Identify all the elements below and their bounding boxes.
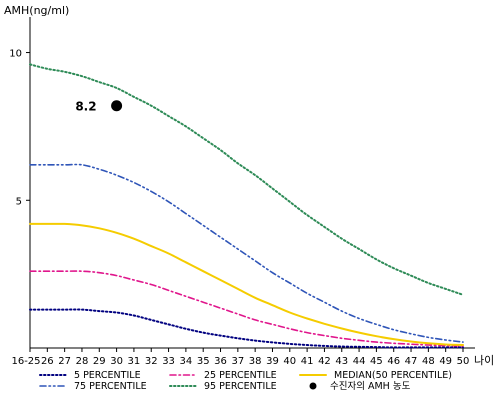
x-tick-label: 49 bbox=[439, 356, 452, 367]
x-tick-label: 16-25 bbox=[11, 356, 40, 367]
x-tick-label: 41 bbox=[301, 356, 314, 367]
series-line bbox=[29, 222, 464, 346]
patient-layer: 8.2 bbox=[75, 100, 123, 114]
y-tick-label: 5 bbox=[16, 196, 22, 207]
x-tick-label: 37 bbox=[231, 356, 244, 367]
x-tick-label: 39 bbox=[266, 356, 279, 367]
series-line bbox=[29, 270, 464, 347]
patient-point-label: 8.2 bbox=[75, 100, 96, 114]
legend-label: 95 PERCENTILE bbox=[204, 381, 277, 392]
legend-label: MEDIAN(50 PERCENTILE) bbox=[334, 370, 452, 381]
x-tick-label: 27 bbox=[58, 356, 71, 367]
x-tick-label: 45 bbox=[370, 356, 383, 367]
x-tick-label: 38 bbox=[249, 356, 262, 367]
x-tick-label: 50 bbox=[457, 356, 470, 367]
legend-patient-label: 수진자의 AMH 농도 bbox=[330, 381, 411, 392]
x-tick-label: 31 bbox=[128, 356, 141, 367]
series-layer bbox=[29, 63, 464, 349]
axes: 5 10 16-25 26 27 28 29 30 31 32 33 34 35 36 37 38 39 40 41… bbox=[9, 17, 475, 367]
x-tick-label: 46 bbox=[387, 356, 400, 367]
x-tick-label: 26 bbox=[41, 356, 54, 367]
x-tick-label: 36 bbox=[214, 356, 227, 367]
legend-label: 75 PERCENTILE bbox=[74, 381, 147, 392]
x-tick-label: 29 bbox=[93, 356, 106, 367]
x-tick-label: 32 bbox=[145, 356, 158, 367]
x-tick-label: 34 bbox=[180, 356, 193, 367]
x-tick-label: 28 bbox=[76, 356, 89, 367]
series-line bbox=[29, 163, 464, 343]
series-line bbox=[29, 63, 464, 296]
legend-patient-marker bbox=[309, 382, 317, 390]
x-tick-label: 35 bbox=[197, 356, 210, 367]
legend-label: 5 PERCENTILE bbox=[74, 370, 141, 381]
y-axis-title: AMH(ng/ml) bbox=[4, 4, 69, 17]
x-tick-label: 43 bbox=[335, 356, 348, 367]
y-tick-label: 10 bbox=[9, 49, 22, 60]
x-tick-label: 40 bbox=[283, 356, 296, 367]
x-tick-label: 42 bbox=[318, 356, 331, 367]
x-tick-label: 30 bbox=[110, 356, 123, 367]
legend-label: 25 PERCENTILE bbox=[204, 370, 277, 381]
x-axis-title: 나이 bbox=[474, 354, 494, 367]
patient-point bbox=[111, 100, 123, 112]
legend: 5 PERCENTILE 25 PERCENTILE 75 PERCENTILE 95… bbox=[39, 370, 452, 392]
x-tick-label: 44 bbox=[353, 356, 366, 367]
series-line bbox=[29, 308, 464, 349]
x-tick-label: 48 bbox=[422, 356, 435, 367]
x-tick-label: 47 bbox=[405, 356, 418, 367]
x-tick-label: 33 bbox=[162, 356, 175, 367]
